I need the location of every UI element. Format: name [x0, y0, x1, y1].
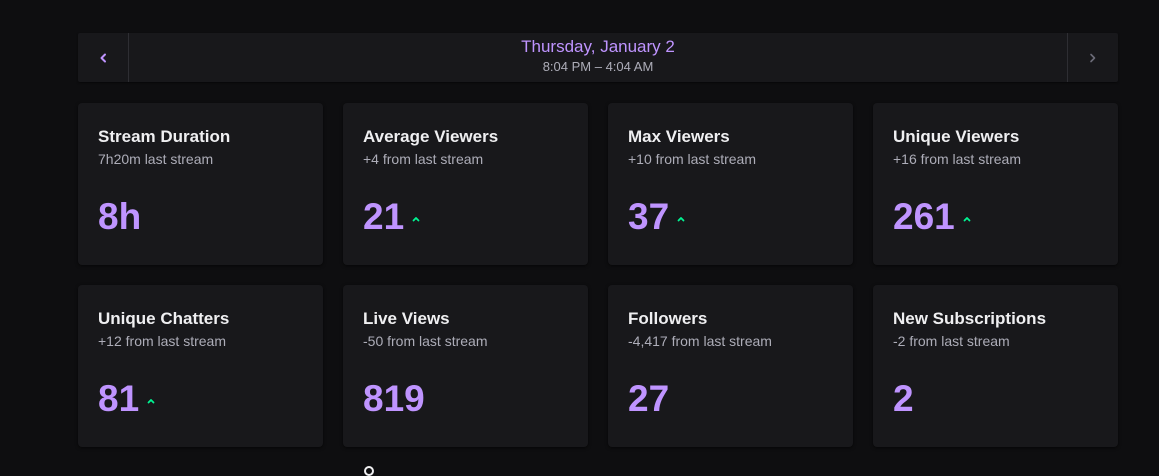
- stat-value-row: 2: [893, 377, 914, 421]
- stat-comparison: +10 from last stream: [628, 151, 756, 167]
- trend-up-icon: [963, 217, 971, 222]
- partial-indicator-dot: [364, 466, 374, 476]
- stat-title: Stream Duration: [98, 127, 231, 146]
- chevron-right-icon: [1090, 53, 1096, 62]
- stat-value-row: 819: [363, 377, 425, 421]
- stat-value-row: 21: [363, 195, 420, 239]
- stat-title: New Subscriptions: [893, 309, 1047, 328]
- stat-comparison: -4,417 from last stream: [628, 333, 772, 349]
- stat-value-row: 37: [628, 195, 685, 239]
- stat-value: 261: [893, 196, 955, 237]
- stat-value: 81: [98, 378, 140, 419]
- stat-comparison: -2 from last stream: [893, 333, 1010, 349]
- stat-comparison: +4 from last stream: [363, 151, 484, 167]
- stats-grid: Stream Duration 7h20m last stream 8h Ave…: [78, 103, 1118, 447]
- stream-time-range: 8:04 PM – 4:04 AM: [542, 59, 654, 74]
- stat-card-unique-viewers: Unique Viewers +16 from last stream 261: [873, 103, 1118, 265]
- stat-value: 2: [893, 378, 914, 419]
- chevron-left-icon: [100, 53, 106, 62]
- date-navigator: Thursday, January 2 8:04 PM – 4:04 AM: [78, 33, 1118, 82]
- stat-title: Unique Chatters: [98, 309, 230, 328]
- stream-date: Thursday, January 2: [521, 37, 675, 56]
- stat-value: 37: [628, 196, 670, 237]
- trend-up-icon: [412, 217, 420, 222]
- stat-card-max-viewers: Max Viewers +10 from last stream 37: [608, 103, 853, 265]
- stat-value-row: 261: [893, 195, 971, 239]
- stat-title: Unique Viewers: [893, 127, 1020, 146]
- stat-card-followers: Followers -4,417 from last stream 27: [608, 285, 853, 447]
- stat-value-row: 27: [628, 377, 669, 421]
- stat-title: Max Viewers: [628, 127, 730, 146]
- stat-card-stream-duration: Stream Duration 7h20m last stream 8h: [78, 103, 323, 265]
- stat-card-unique-chatters: Unique Chatters +12 from last stream 81: [78, 285, 323, 447]
- stat-card-live-views: Live Views -50 from last stream 819: [343, 285, 588, 447]
- next-stream-button[interactable]: [1067, 33, 1118, 82]
- trend-up-icon: [147, 399, 155, 404]
- stat-value: 21: [363, 196, 405, 237]
- previous-stream-button[interactable]: [78, 33, 129, 82]
- stat-comparison: -50 from last stream: [363, 333, 488, 349]
- trend-up-icon: [677, 217, 685, 222]
- stat-value: 8h: [98, 196, 142, 237]
- stat-title: Average Viewers: [363, 127, 499, 146]
- stat-card-new-subscriptions: New Subscriptions -2 from last stream 2: [873, 285, 1118, 447]
- stat-value-row: 8h: [98, 195, 141, 239]
- stat-title: Live Views: [363, 309, 450, 328]
- stat-comparison: +16 from last stream: [893, 151, 1021, 167]
- stat-value: 27: [628, 378, 670, 419]
- stat-comparison: 7h20m last stream: [98, 151, 214, 167]
- stat-card-average-viewers: Average Viewers +4 from last stream 21: [343, 103, 588, 265]
- stat-value: 819: [363, 378, 425, 419]
- stat-comparison: +12 from last stream: [98, 333, 226, 349]
- stat-title: Followers: [628, 309, 708, 328]
- stream-date-display: Thursday, January 2 8:04 PM – 4:04 AM: [128, 33, 1068, 82]
- stat-value-row: 81: [98, 377, 155, 421]
